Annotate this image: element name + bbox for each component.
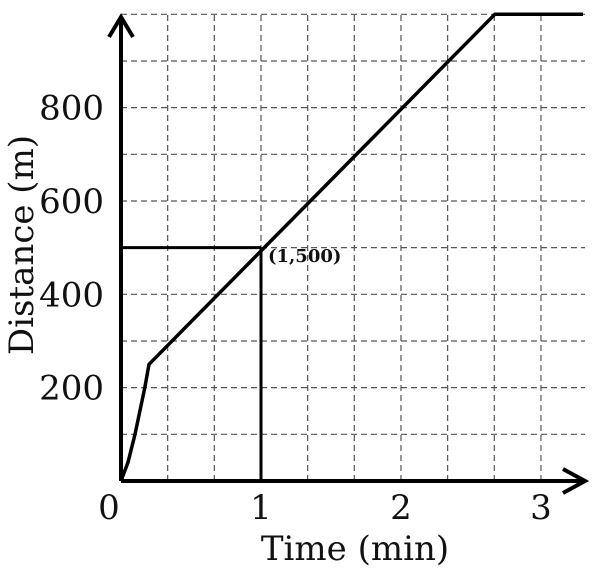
distance-line [119,12,583,482]
y-axis-title: Distance (m) [2,135,42,355]
y-tick-label: 400 [39,275,104,315]
x-tick-label: 1 [250,488,272,528]
guide-layer [121,246,263,481]
grid-layer [121,13,585,481]
series-layer [119,12,583,482]
x-axis-title: Time (min) [261,529,449,569]
x-tick-label: 3 [530,488,552,528]
y-axis-arrowhead [107,13,135,39]
axes-layer [107,13,590,495]
x-axis-arrowhead [562,467,590,495]
point-annotation: (1,500) [268,246,341,267]
y-tick-label: 800 [39,89,104,129]
x-tick-label: 2 [390,488,412,528]
tick-layer: 0 1 2 3 200 400 600 800 [39,89,552,528]
x-tick-label: 0 [98,488,120,528]
y-tick-label: 200 [39,369,104,409]
y-tick-label: 600 [39,182,104,222]
